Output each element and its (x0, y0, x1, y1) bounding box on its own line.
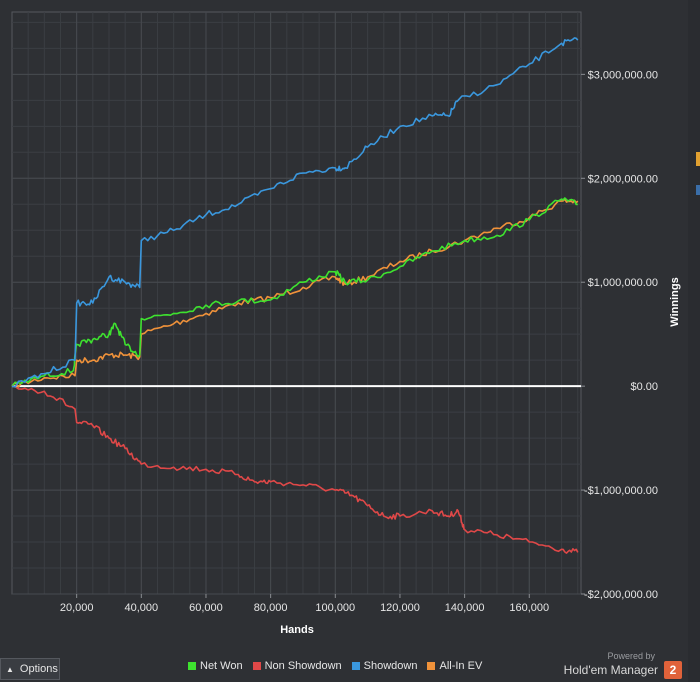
powered-by-text: Powered by (607, 651, 655, 661)
brand-name: Hold'em Manager (563, 663, 658, 677)
series-line-net-won (11, 197, 578, 387)
legend-swatch (188, 662, 196, 670)
legend-item-all-in-ev[interactable]: All-In EV (427, 660, 482, 672)
legend-item-showdown[interactable]: Showdown (351, 660, 418, 672)
y-tick-label: -$1,000,000.00 (584, 485, 658, 497)
x-tick-label: 160,000 (509, 602, 549, 614)
chevron-up-icon: ▲ (6, 664, 14, 674)
brand-logo: Powered by Hold'em Manager 2 (564, 651, 682, 679)
series-line-non-showdown (11, 385, 579, 554)
legend-swatch (351, 662, 360, 670)
y-tick-label: $0.00 (630, 381, 658, 393)
brand-row: Hold'em Manager 2 (564, 661, 682, 679)
series-line-showdown (11, 37, 579, 388)
series-lines (11, 37, 579, 554)
legend-label: Showdown (363, 660, 418, 672)
legend-swatch (252, 662, 261, 670)
legend-label: Net Won (200, 660, 243, 672)
brand-badge-icon: 2 (664, 661, 682, 679)
y-axis-ticks: $3,000,000.00 $2,000,000.00 $1,000,000.00 $… (581, 69, 658, 601)
y-axis-title: Winnings (669, 277, 681, 326)
x-axis-title: Hands (280, 624, 314, 636)
plot-area (11, 11, 582, 595)
legend-item-non-showdown[interactable]: Non Showdown (252, 660, 342, 672)
legend-item-net-won[interactable]: Net Won (188, 660, 243, 672)
x-tick-label: 120,000 (380, 602, 420, 614)
window-edge (688, 0, 700, 682)
x-tick-label: 40,000 (124, 602, 158, 614)
x-tick-label: 100,000 (315, 602, 355, 614)
y-tick-label: $2,000,000.00 (588, 173, 658, 185)
x-axis-ticks: 20,000 40,000 60,000 80,000 100,000 120,000 14… (60, 594, 549, 614)
y-tick-label: -$2,000,000.00 (584, 589, 658, 601)
x-tick-label: 20,000 (60, 602, 94, 614)
legend-swatch (427, 662, 436, 670)
options-label: Options (19, 663, 58, 675)
chart-legend: Net Won Non Showdown Showdown All-In EV (188, 660, 482, 672)
x-tick-label: 60,000 (189, 602, 223, 614)
grid-lines (12, 12, 581, 595)
legend-label: Non Showdown (264, 660, 342, 672)
x-tick-label: 80,000 (254, 602, 288, 614)
legend-label: All-In EV (439, 660, 483, 672)
options-button[interactable]: ▲ Options (0, 658, 60, 680)
edge-accent-orange (696, 152, 700, 166)
y-tick-label: $3,000,000.00 (588, 69, 658, 81)
edge-accent-blue (696, 185, 700, 195)
y-tick-label: $1,000,000.00 (588, 277, 658, 289)
x-tick-label: 140,000 (445, 602, 485, 614)
